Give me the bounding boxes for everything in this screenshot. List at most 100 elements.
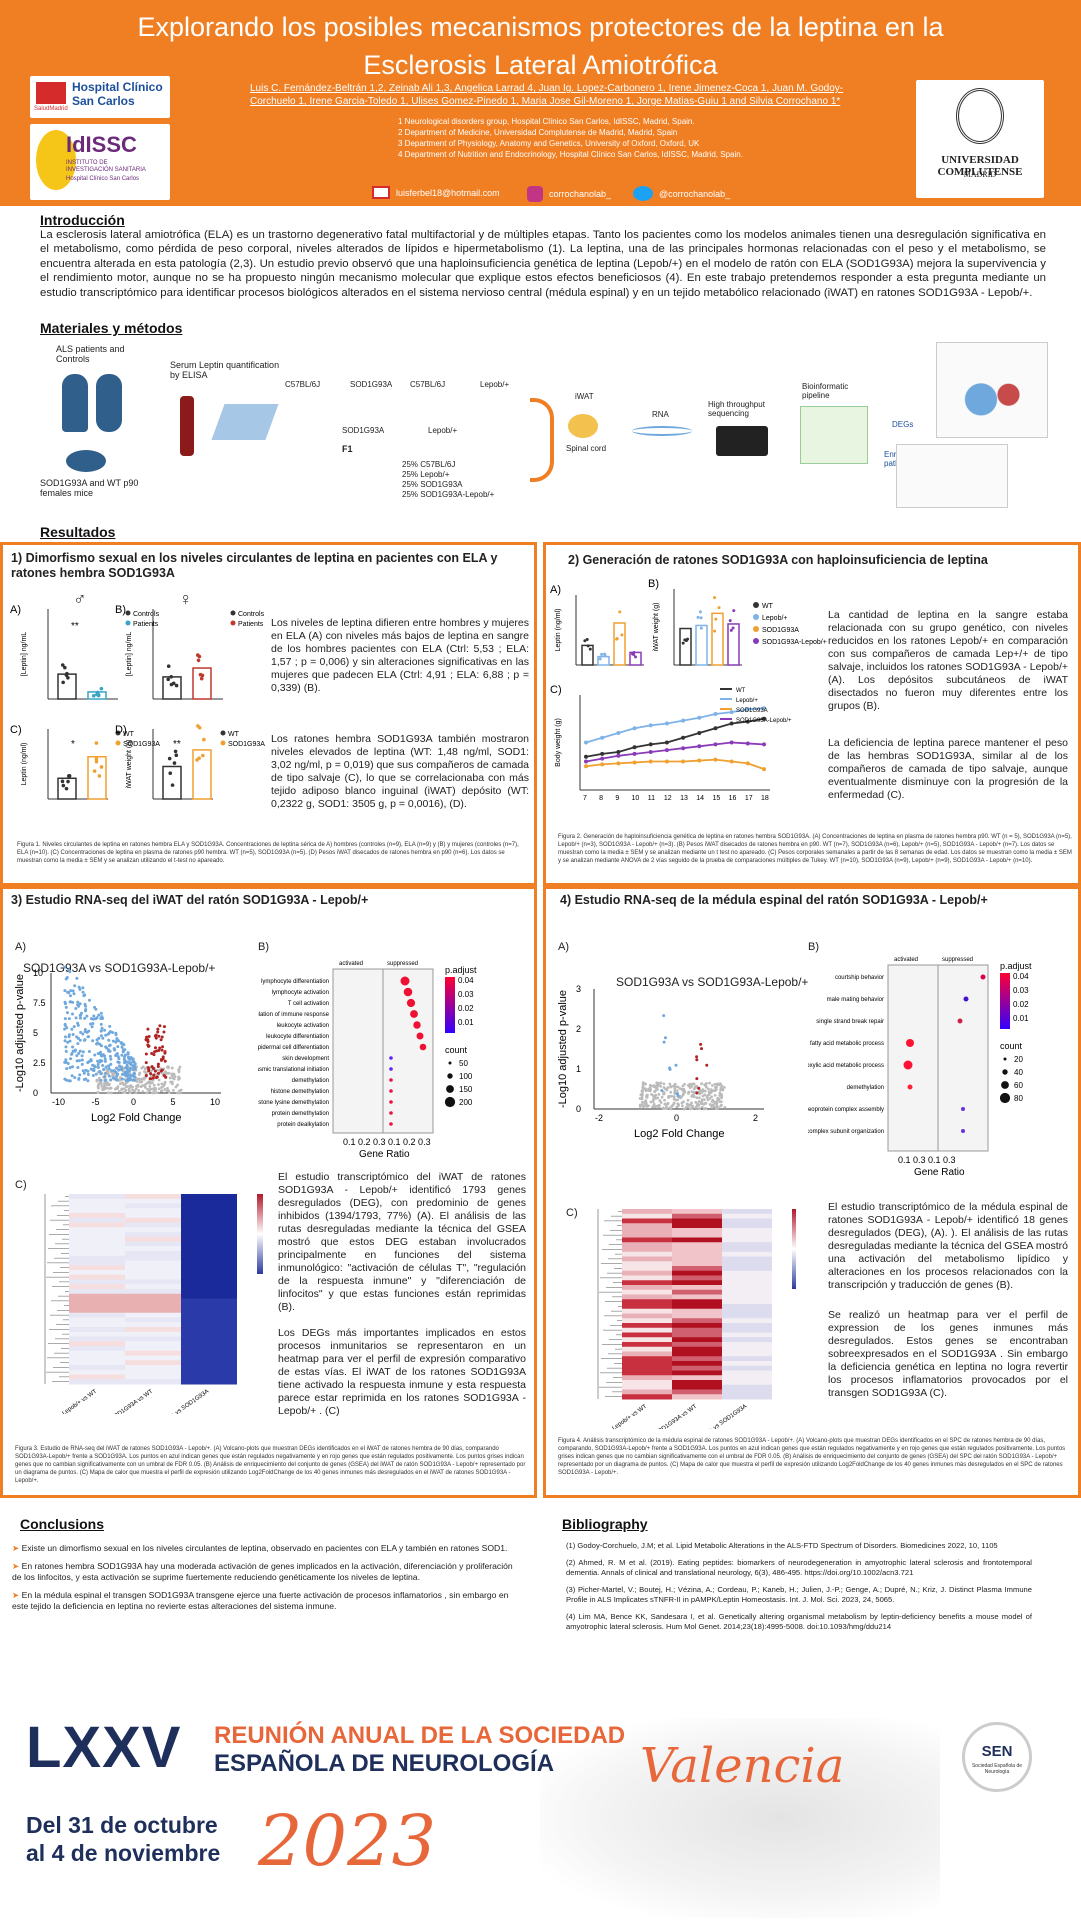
- point-up: [163, 1050, 167, 1054]
- point-down: [107, 1067, 111, 1071]
- point-ns: [138, 1080, 142, 1084]
- instagram-contact[interactable]: corrochanolab_: [527, 186, 611, 202]
- data-point: [61, 680, 65, 685]
- heat-cell: [722, 1237, 772, 1243]
- heat-cell: [722, 1285, 772, 1291]
- heat-cell: [622, 1365, 672, 1371]
- heat-cell: [622, 1261, 672, 1267]
- heat-cell: [672, 1380, 722, 1386]
- point-down: [87, 1060, 91, 1064]
- point-up: [158, 1046, 162, 1050]
- point-ns: [682, 1089, 686, 1092]
- panel-4-caption: Figura 4. Análisis transcriptómico de la…: [558, 1438, 1066, 1476]
- point-down: [94, 1007, 98, 1011]
- point-ns: [113, 1087, 117, 1091]
- point-down: [122, 1057, 126, 1061]
- point-down: [116, 1060, 120, 1064]
- point-ns: [174, 1085, 178, 1089]
- conclusions-heading: Conclusions: [20, 1516, 105, 1532]
- point-ns: [172, 1088, 175, 1092]
- point-ns: [640, 1089, 644, 1093]
- heat-cell: [672, 1270, 722, 1276]
- twitter-contact[interactable]: @corrochanolab_: [633, 186, 730, 201]
- series-point: [681, 759, 686, 764]
- data-point: [66, 779, 70, 784]
- point-down: [83, 1016, 87, 1020]
- idissc-logo-text: IdISSC: [66, 132, 137, 157]
- data-point: [99, 765, 104, 769]
- series-point: [697, 715, 702, 720]
- gsea-dot-4: [413, 1021, 421, 1029]
- legend-text: Lepob/+: [736, 698, 758, 704]
- heat-cell: [622, 1342, 672, 1348]
- point-down: [107, 1064, 111, 1068]
- series-point: [648, 750, 653, 754]
- panel-3-caption: Figura 3. Estudio de RNA-seq del iWAT de…: [15, 1446, 526, 1484]
- idissc-logo-sub2: Hospital Clínico San Carlos: [66, 176, 140, 182]
- point-ns: [710, 1095, 713, 1099]
- reference-1: (1) Godoy-Corchuelo, J.M; et al. Lipid M…: [566, 1541, 998, 1550]
- panel-4-label-a: A): [558, 941, 569, 953]
- data-point: [94, 757, 99, 761]
- series-point: [713, 757, 718, 762]
- reference-4[interactable]: (4) Lim MA, Bence KK, Sandesara I, et al…: [566, 1612, 1032, 1631]
- conclusion-text-2: En ratones hembra SOD1G93A hay una moder…: [12, 1561, 513, 1582]
- point-down: [675, 1092, 679, 1096]
- point-down: [71, 1065, 75, 1069]
- point-down: [63, 1022, 67, 1026]
- point-ns: [644, 1089, 648, 1093]
- point-down: [69, 1000, 73, 1004]
- point-ns: [648, 1086, 652, 1090]
- sequencer-icon: [716, 426, 768, 456]
- heat-cell: [672, 1365, 722, 1371]
- data-point: [94, 741, 99, 745]
- data-point: [732, 609, 736, 613]
- heat-cell: [125, 1293, 181, 1299]
- point-ns: [161, 1072, 164, 1075]
- point-down: [89, 1022, 93, 1026]
- email-contact[interactable]: luisferbel18@hotmail.com: [372, 186, 500, 199]
- heat-cell: [622, 1313, 672, 1319]
- heat-cell: [69, 1274, 125, 1280]
- point-up: [157, 1034, 161, 1038]
- heat-cell: [672, 1337, 722, 1343]
- sen-logo: SEN Sociedad Española de Neurología: [962, 1722, 1032, 1792]
- point-ns: [700, 1102, 704, 1105]
- point-ns: [149, 1081, 153, 1084]
- heat-cell: [672, 1389, 722, 1395]
- point-ns: [700, 1105, 704, 1109]
- heat-cell: [622, 1323, 672, 1329]
- colorbar-tick: 0.04: [458, 976, 474, 985]
- point-up: [695, 1055, 699, 1059]
- data-point: [698, 610, 702, 614]
- point-down: [115, 1066, 119, 1070]
- legend-dot-1-1: [230, 620, 236, 626]
- y-tick: 1: [576, 1064, 581, 1074]
- point-ns: [97, 1086, 100, 1090]
- term-label: regulation of immune response: [258, 1012, 330, 1018]
- point-down: [662, 1014, 666, 1018]
- heat-cell: [672, 1209, 722, 1215]
- data-point: [195, 758, 199, 762]
- y-label: -Log10 adjusted p-value: [557, 990, 569, 1108]
- point-ns: [680, 1104, 684, 1108]
- heat-cell: [69, 1217, 125, 1223]
- point-up: [151, 1067, 155, 1071]
- hospital-logo-tag: SaludMadrid: [34, 106, 68, 112]
- colorbar-tick: 0.03: [458, 990, 474, 999]
- mini-volcano-plot: [936, 342, 1048, 438]
- point-ns: [172, 1077, 176, 1081]
- data-point: [99, 686, 104, 691]
- series-point: [713, 712, 718, 716]
- reference-2[interactable]: (2) Ahmed, R. M et al. (2019). Eating pe…: [566, 1558, 1032, 1577]
- legend-title: count: [445, 1045, 468, 1055]
- point-up: [705, 1063, 709, 1067]
- legend-dot-0-1: [125, 620, 131, 626]
- point-down: [98, 1069, 102, 1073]
- point-ns: [698, 1096, 701, 1100]
- als-label: ALS patients and Controls: [56, 344, 125, 364]
- x-label: Log2 Fold Change: [91, 1112, 182, 1124]
- heat-cell: [125, 1270, 181, 1276]
- point-down: [122, 1043, 126, 1047]
- point-down: [103, 1057, 107, 1061]
